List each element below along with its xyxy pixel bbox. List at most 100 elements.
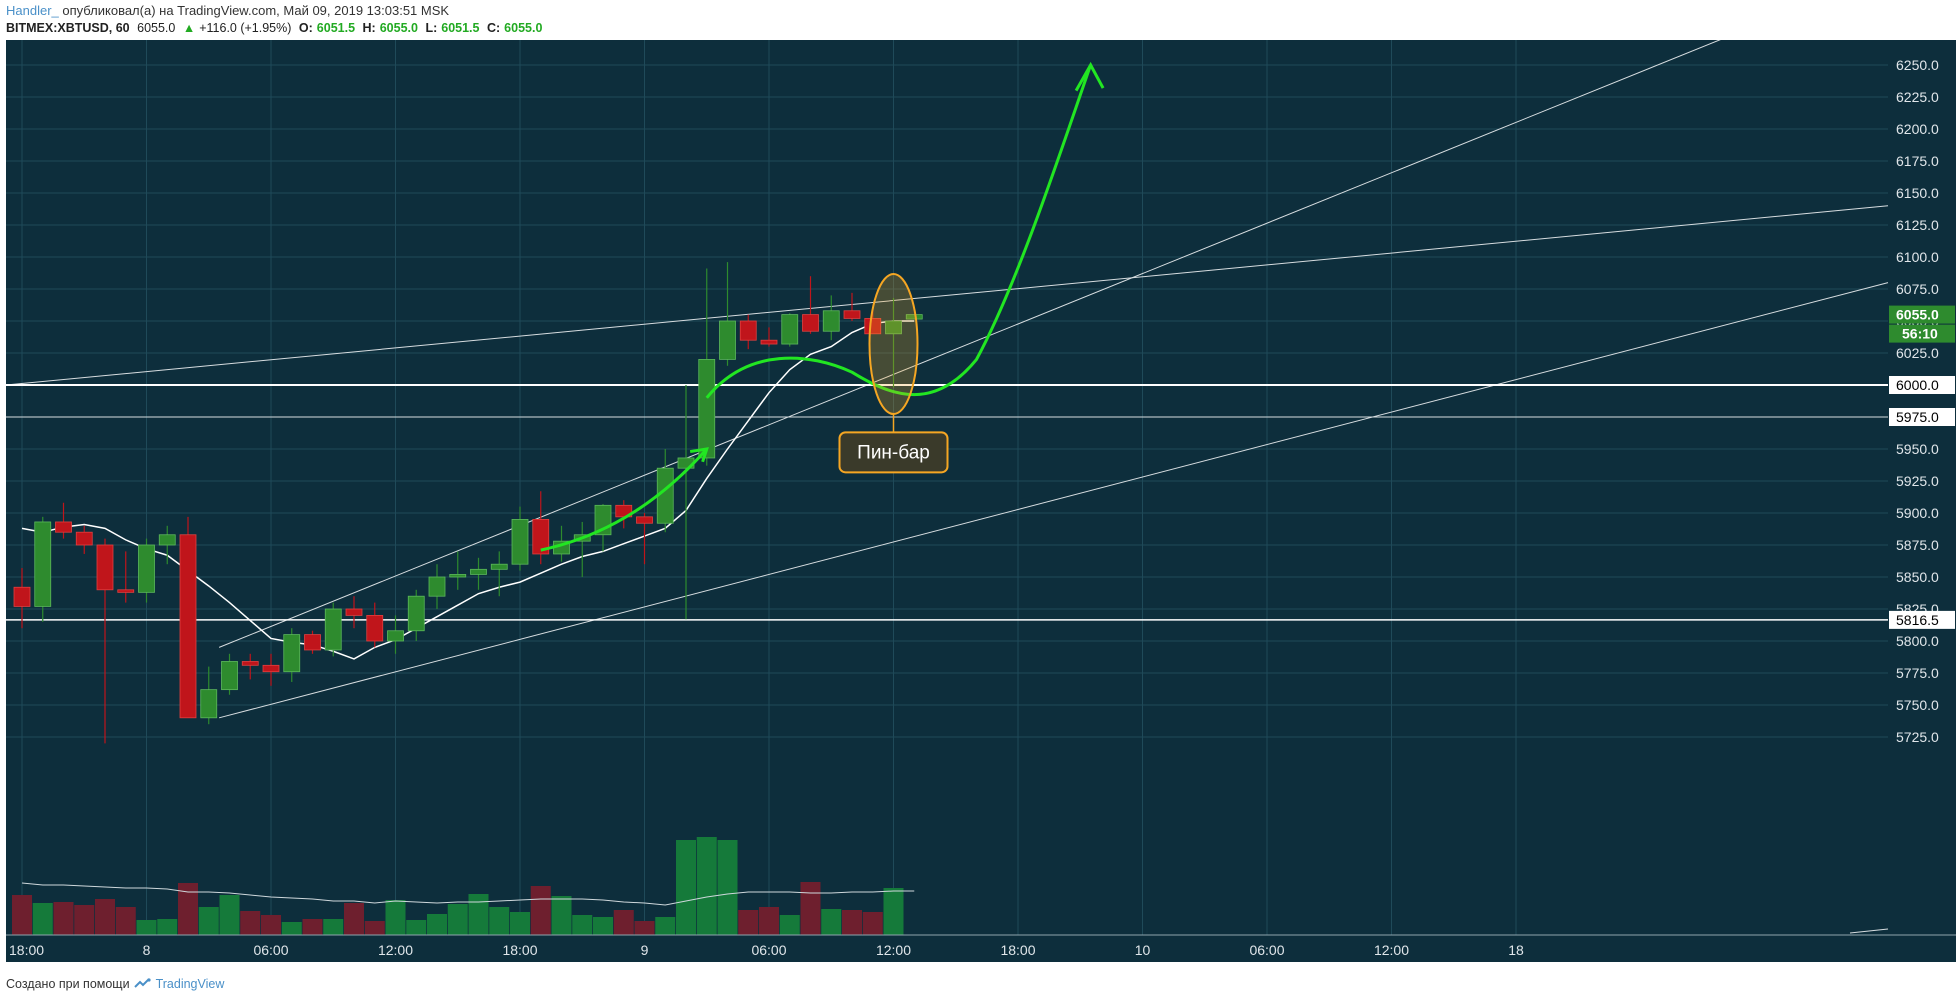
volume-bar: [302, 919, 323, 935]
price-axis-background[interactable]: [1888, 40, 1956, 935]
h-label: H:: [362, 21, 376, 35]
current-price-tag: [1889, 305, 1955, 324]
volume-bar: [779, 915, 800, 935]
price-tick-label: 6025.0: [1896, 345, 1939, 361]
symbol-label: BITMEX:XBTUSD, 60: [6, 21, 130, 35]
candle-body: [532, 518, 550, 555]
time-tick-label: 12:00: [876, 942, 911, 958]
pin-bar-label-box: [838, 431, 949, 474]
time-tick-label: 06:00: [253, 942, 288, 958]
candle-body: [407, 595, 425, 632]
price-tick-label: 6150.0: [1896, 185, 1939, 201]
time-tick-label: 06:00: [1249, 942, 1284, 958]
price-level-tag-text: 6000.0: [1896, 377, 1939, 393]
volume-bar: [676, 840, 696, 935]
time-tick-label: 9: [641, 942, 649, 958]
author-link[interactable]: Handler_: [6, 3, 59, 18]
volume-bar: [53, 902, 74, 935]
volume-bar: [32, 903, 53, 935]
candle-body: [96, 544, 114, 591]
candle-body: [802, 314, 819, 332]
chart-background: [6, 40, 1888, 935]
price-level-tag-text: 5816.5: [1896, 612, 1939, 628]
candle-body: [138, 544, 155, 593]
candle-body: [698, 358, 716, 459]
time-tick-label: 12:00: [1374, 942, 1409, 958]
volume-bar: [281, 922, 302, 935]
created-with-text: Создано при помощи: [6, 977, 130, 991]
price-tick-label: 6125.0: [1896, 217, 1939, 233]
forecast-arrow: [705, 64, 1093, 399]
lower-trend-line: [218, 282, 1889, 719]
candle-body: [490, 563, 508, 570]
volume-bar: [717, 840, 738, 935]
price-tick-label: 5925.0: [1896, 473, 1939, 489]
volume-bar: [821, 909, 842, 935]
volume-bar: [385, 900, 406, 935]
candle-body: [200, 689, 218, 719]
volume-bar: [406, 920, 427, 935]
volume-ma-line: [21, 882, 915, 906]
change-value: +116.0 (+1.95%): [199, 21, 292, 35]
volume-bar: [634, 921, 655, 935]
price-chart[interactable]: Пин-бар 6250.0 6225.0 6200.0 6175.0 6150.0 61…: [0, 40, 1956, 962]
upper-trend-line: [5, 205, 1889, 386]
time-tick-label: 12:00: [378, 942, 413, 958]
small-up-arrow: [540, 448, 708, 552]
tradingview-logo-icon: [133, 978, 151, 988]
candle-body: [158, 534, 176, 546]
candle-body: [221, 661, 238, 691]
annotations: Пин-бар: [540, 61, 1105, 552]
candle-body: [719, 320, 736, 360]
candle-body: [636, 516, 653, 524]
candle-body: [387, 630, 404, 642]
volume-bar: [12, 895, 32, 935]
price-level-tag: [1889, 376, 1955, 394]
candle-body: [760, 339, 778, 345]
time-tick-label: 8: [143, 942, 151, 958]
time-tick-label: 18: [1508, 942, 1524, 958]
volume-bars: [12, 837, 915, 935]
volume-bar: [427, 914, 447, 935]
volume-bar: [593, 917, 613, 935]
candle-body: [366, 615, 384, 642]
candle-body: [739, 320, 757, 341]
pin-bar-highlight: [868, 273, 919, 416]
price-axis: 6250.0 6225.0 6200.0 6175.0 6150.0 6125.0 6100…: [1889, 57, 1955, 745]
publish-info: Handler_ опубликовал(а) на TradingView.c…: [6, 3, 449, 18]
candle-body: [13, 586, 31, 607]
publish-text: опубликовал(а) на TradingView.com, Май 0…: [58, 3, 450, 18]
time-axis-background[interactable]: [6, 935, 1956, 962]
candle-body: [864, 318, 882, 335]
price-tick-label: 6200.0: [1896, 121, 1939, 137]
price-tick-label: 5725.0: [1896, 729, 1939, 745]
candle-body: [179, 534, 197, 719]
volume-bar: [157, 919, 178, 935]
price-tick-label: 5750.0: [1896, 697, 1939, 713]
volume-bar: [344, 903, 364, 935]
volume-bar: [613, 910, 634, 935]
l-label: L:: [425, 21, 438, 35]
price-tick-label: 5850.0: [1896, 569, 1939, 585]
small-arrow-head: [689, 447, 709, 463]
volume-bar: [178, 883, 198, 935]
volume-bar: [468, 894, 489, 935]
volume-bar: [530, 886, 551, 935]
price-tick-label: 5875.0: [1896, 537, 1939, 553]
o-label: O:: [298, 21, 313, 35]
tradingview-link[interactable]: TradingView: [155, 977, 225, 991]
c-label: C:: [486, 21, 501, 35]
volume-bar: [738, 910, 759, 935]
candle-body: [822, 310, 840, 332]
price-level-tag: [1889, 610, 1955, 629]
volume-bar: [364, 921, 385, 935]
price-level-tag: [1889, 408, 1955, 426]
countdown-text: 56:10: [1902, 326, 1938, 342]
candle-body: [511, 518, 529, 565]
volume-bar: [572, 915, 593, 935]
candle-body: [428, 576, 446, 597]
candle-body: [55, 521, 72, 533]
time-tick-label: 18:00: [1000, 942, 1035, 958]
price-tick-label: 6175.0: [1896, 153, 1939, 169]
candle-body: [905, 314, 923, 320]
